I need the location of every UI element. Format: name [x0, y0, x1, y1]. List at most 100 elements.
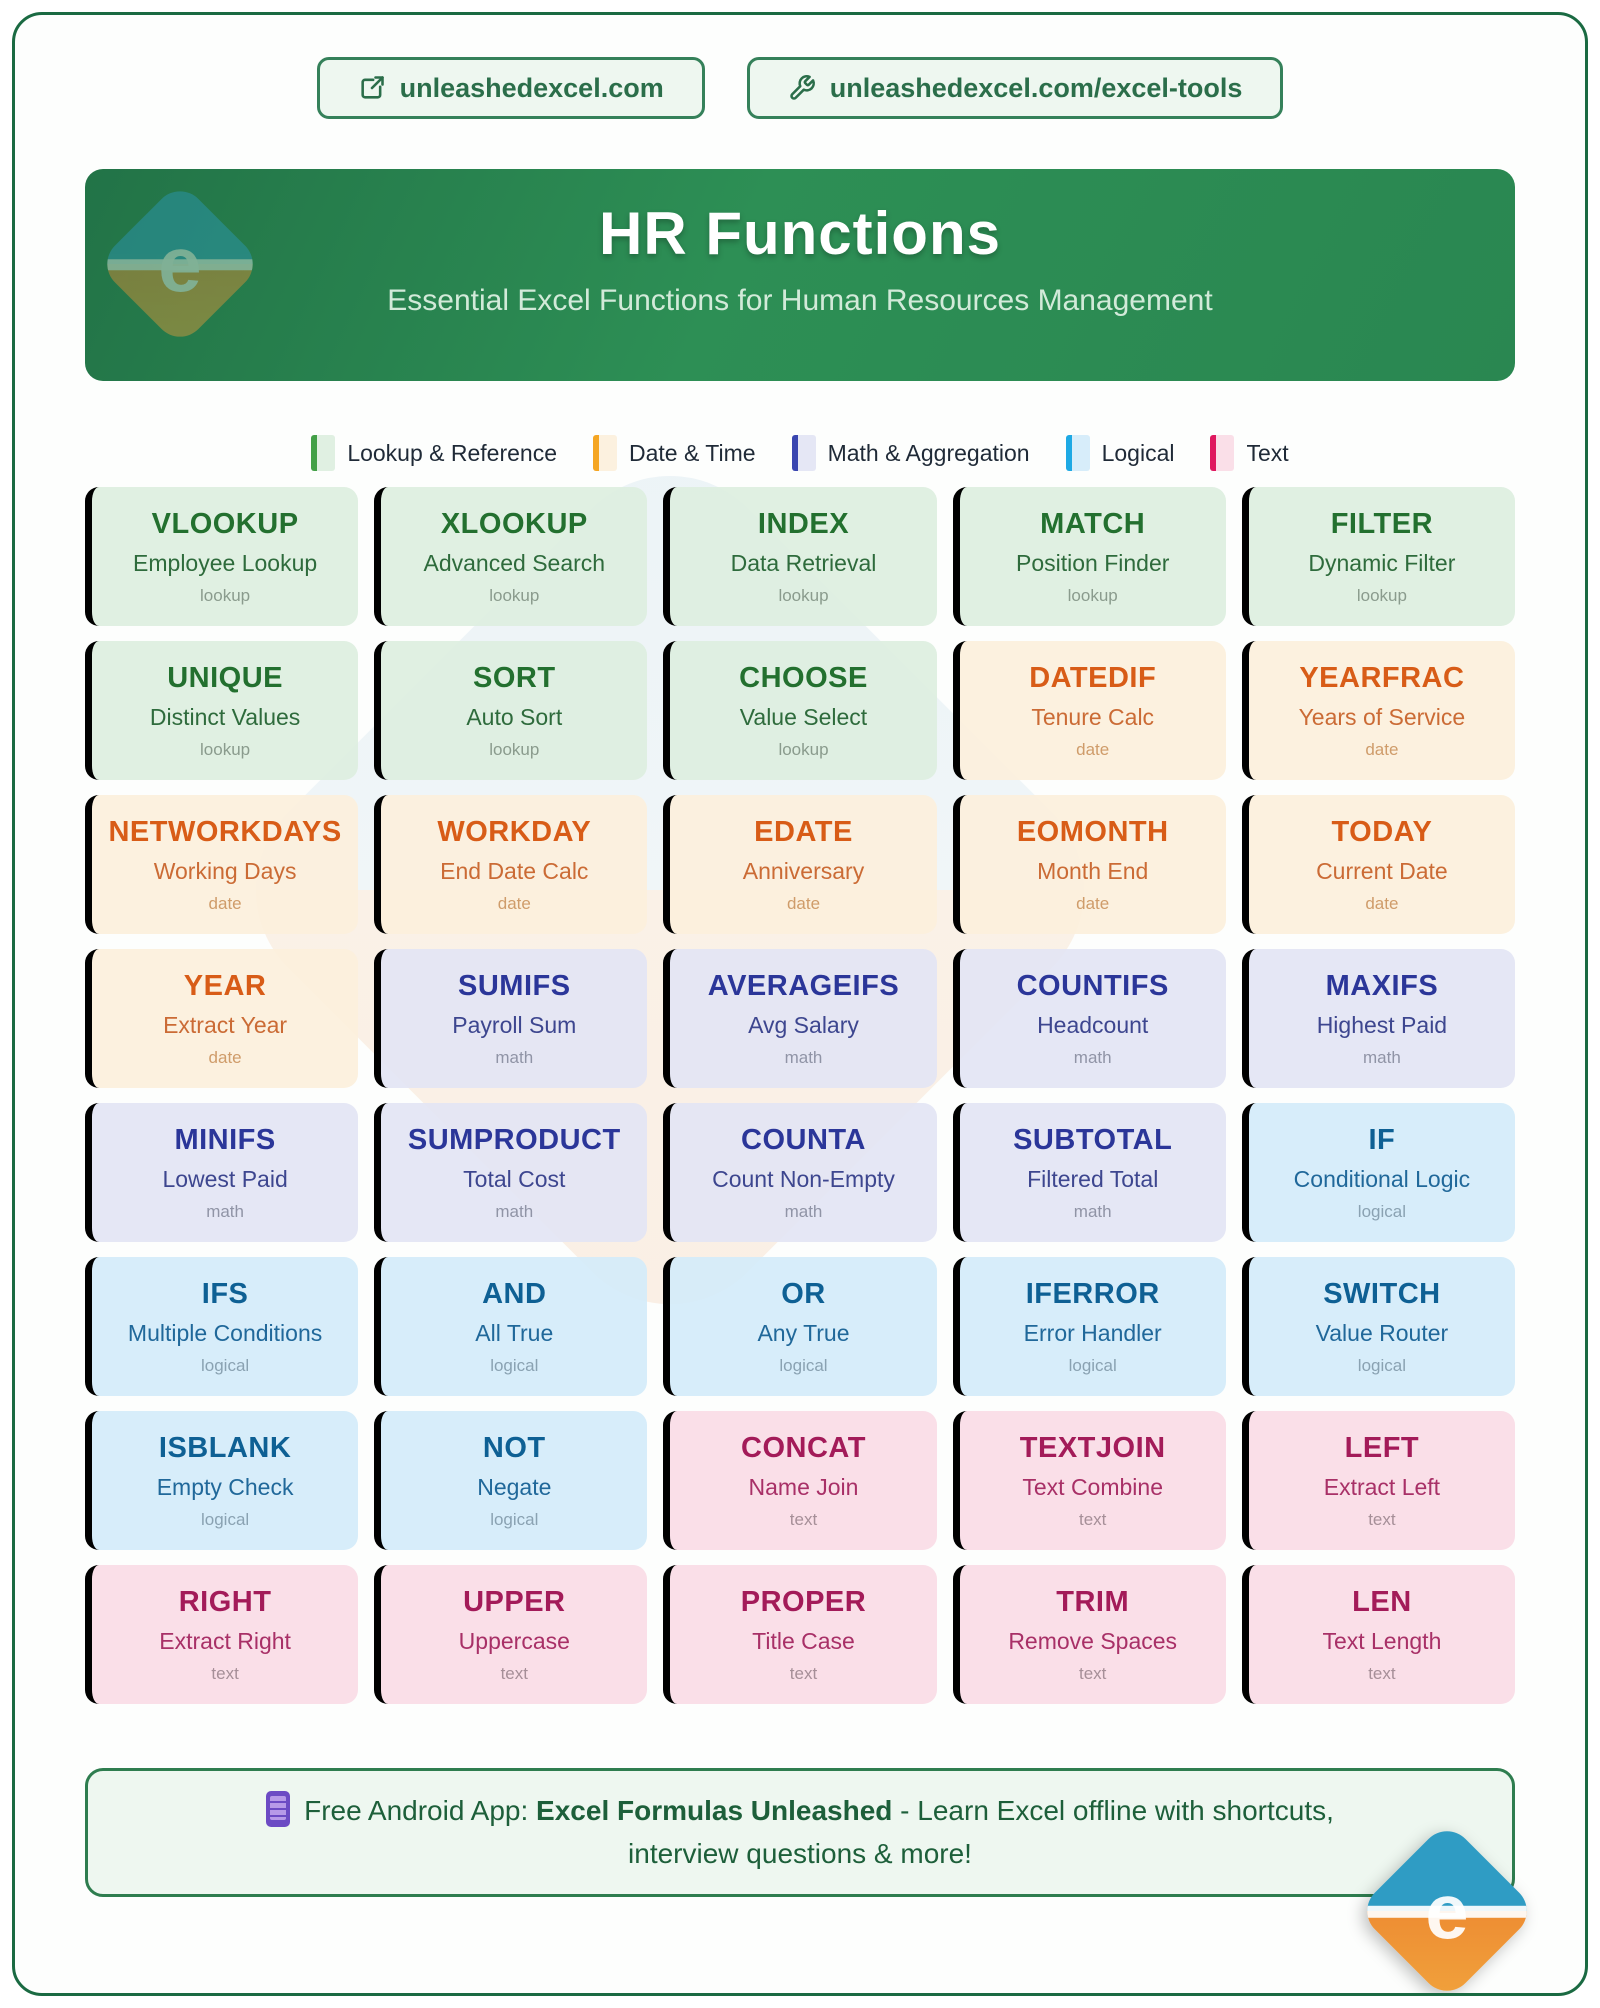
function-category-tag: logical — [1357, 1201, 1406, 1221]
function-category-tag: lookup — [489, 739, 540, 759]
function-category-tag: text — [789, 1509, 818, 1529]
function-name: SUMIFS — [458, 969, 571, 1002]
function-name: MINIFS — [174, 1123, 276, 1156]
function-name: SUBTOTAL — [1013, 1123, 1173, 1156]
legend-label: Date & Time — [629, 439, 756, 466]
function-category-tag: math — [784, 1047, 823, 1067]
function-card: MAXIFS Highest Paid math — [1241, 949, 1515, 1088]
function-card: RIGHT Extract Right text — [85, 1565, 359, 1704]
function-card: TEXTJOIN Text Combine text — [952, 1411, 1226, 1550]
website-link[interactable]: unleashedexcel.com — [316, 57, 705, 119]
function-card: OR Any True logical — [663, 1257, 937, 1396]
function-description: Years of Service — [1298, 703, 1466, 730]
function-card: ISBLANK Empty Check logical — [85, 1411, 359, 1550]
function-name: TEXTJOIN — [1019, 1431, 1166, 1464]
function-card: VLOOKUP Employee Lookup lookup — [85, 487, 359, 626]
function-category-tag: logical — [490, 1355, 539, 1375]
function-category-tag: lookup — [200, 739, 251, 759]
function-name: SUMPRODUCT — [407, 1123, 621, 1156]
function-card: COUNTA Count Non-Empty math — [663, 1103, 937, 1242]
function-category-tag: text — [211, 1663, 239, 1683]
function-card: DATEDIF Tenure Calc date — [952, 641, 1226, 780]
function-description: Value Select — [739, 703, 868, 730]
function-description: Current Date — [1316, 857, 1448, 884]
function-name: OR — [781, 1277, 826, 1310]
function-category-tag: lookup — [778, 585, 829, 605]
function-name: SWITCH — [1323, 1277, 1441, 1310]
function-card: AND All True logical — [374, 1257, 648, 1396]
function-category-tag: logical — [200, 1355, 250, 1375]
function-card: WORKDAY End Date Calc date — [374, 795, 648, 934]
function-category-tag: math — [206, 1201, 244, 1221]
website-link-label: unleashedexcel.com — [399, 72, 664, 103]
logo-letter: e — [158, 219, 202, 308]
function-card: CHOOSE Value Select lookup — [663, 641, 937, 780]
function-description: Employee Lookup — [133, 549, 318, 576]
function-name: CHOOSE — [739, 661, 868, 694]
legend-label: Logical — [1101, 439, 1175, 466]
page-title: HR Functions — [599, 200, 1001, 267]
legend-label: Lookup & Reference — [347, 439, 558, 466]
function-name: INDEX — [757, 507, 850, 540]
function-description: Tenure Calc — [1031, 703, 1155, 730]
logo-letter: e — [1425, 1866, 1469, 1955]
function-category-tag: lookup — [1067, 585, 1118, 605]
legend-label: Text — [1246, 439, 1289, 466]
function-name: PROPER — [740, 1585, 867, 1618]
function-description: Name Join — [748, 1473, 859, 1500]
legend-label: Math & Aggregation — [827, 439, 1030, 466]
function-card: EDATE Anniversary date — [663, 795, 937, 934]
page-subtitle: Essential Excel Functions for Human Reso… — [387, 284, 1213, 317]
function-category-tag: date — [208, 893, 242, 913]
function-description: Title Case — [752, 1627, 855, 1654]
function-card: CONCAT Name Join text — [663, 1411, 937, 1550]
function-card: NOT Negate logical — [374, 1411, 648, 1550]
function-category-tag: logical — [1357, 1355, 1406, 1375]
function-card: XLOOKUP Advanced Search lookup — [374, 487, 648, 626]
function-name: LEFT — [1344, 1431, 1420, 1464]
function-name: IFERROR — [1025, 1277, 1160, 1310]
function-category-tag: date — [786, 893, 821, 913]
function-description: Conditional Logic — [1293, 1165, 1471, 1192]
function-description: Empty Check — [156, 1473, 294, 1500]
legend-item: Logical — [1065, 435, 1175, 471]
function-name: CONCAT — [741, 1431, 866, 1464]
function-description: Payroll Sum — [452, 1011, 577, 1038]
phone-icon — [266, 1791, 291, 1827]
legend-item: Lookup & Reference — [311, 435, 557, 471]
functions-grid: VLOOKUP Employee Lookup lookup XLOOKUP A… — [85, 487, 1515, 1704]
function-name: MATCH — [1040, 507, 1146, 540]
function-description: Remove Spaces — [1008, 1627, 1178, 1654]
function-name: VLOOKUP — [151, 507, 299, 540]
function-category-tag: date — [497, 893, 531, 913]
excel-tools-link-label: unleashedexcel.com/excel-tools — [829, 72, 1243, 103]
function-name: COUNTIFS — [1016, 969, 1169, 1002]
function-description: Filtered Total — [1027, 1165, 1159, 1192]
function-description: Position Finder — [1015, 549, 1170, 576]
function-description: Total Cost — [463, 1165, 566, 1192]
function-name: COUNTA — [741, 1123, 866, 1156]
function-description: Data Retrieval — [730, 549, 877, 576]
function-name: YEAR — [183, 969, 267, 1002]
function-name: MAXIFS — [1325, 969, 1439, 1002]
function-card: TRIM Remove Spaces text — [952, 1565, 1226, 1704]
function-category-tag: date — [1076, 739, 1110, 759]
function-card: SORT Auto Sort lookup — [374, 641, 648, 780]
function-name: RIGHT — [178, 1585, 272, 1618]
function-description: Highest Paid — [1316, 1011, 1448, 1038]
function-name: TODAY — [1331, 815, 1433, 848]
function-name: XLOOKUP — [440, 507, 588, 540]
excel-tools-link[interactable]: unleashedexcel.com/excel-tools — [746, 57, 1284, 119]
footer-banner: Free Android App: Excel Formulas Unleash… — [85, 1768, 1515, 1897]
function-category-tag: logical — [490, 1509, 539, 1529]
function-name: NETWORKDAYS — [108, 815, 342, 848]
footer-rest: - Learn Excel offline with shortcuts, in… — [628, 1795, 1334, 1870]
legend-swatch — [1210, 435, 1235, 471]
function-name: IF — [1368, 1123, 1396, 1156]
function-name: UNIQUE — [167, 661, 283, 694]
function-name: AVERAGEIFS — [707, 969, 900, 1002]
function-category-tag: text — [1078, 1663, 1107, 1683]
footer-prefix: Free Android App: — [304, 1795, 537, 1826]
footer-app-name: Excel Formulas Unleashed — [536, 1795, 893, 1826]
